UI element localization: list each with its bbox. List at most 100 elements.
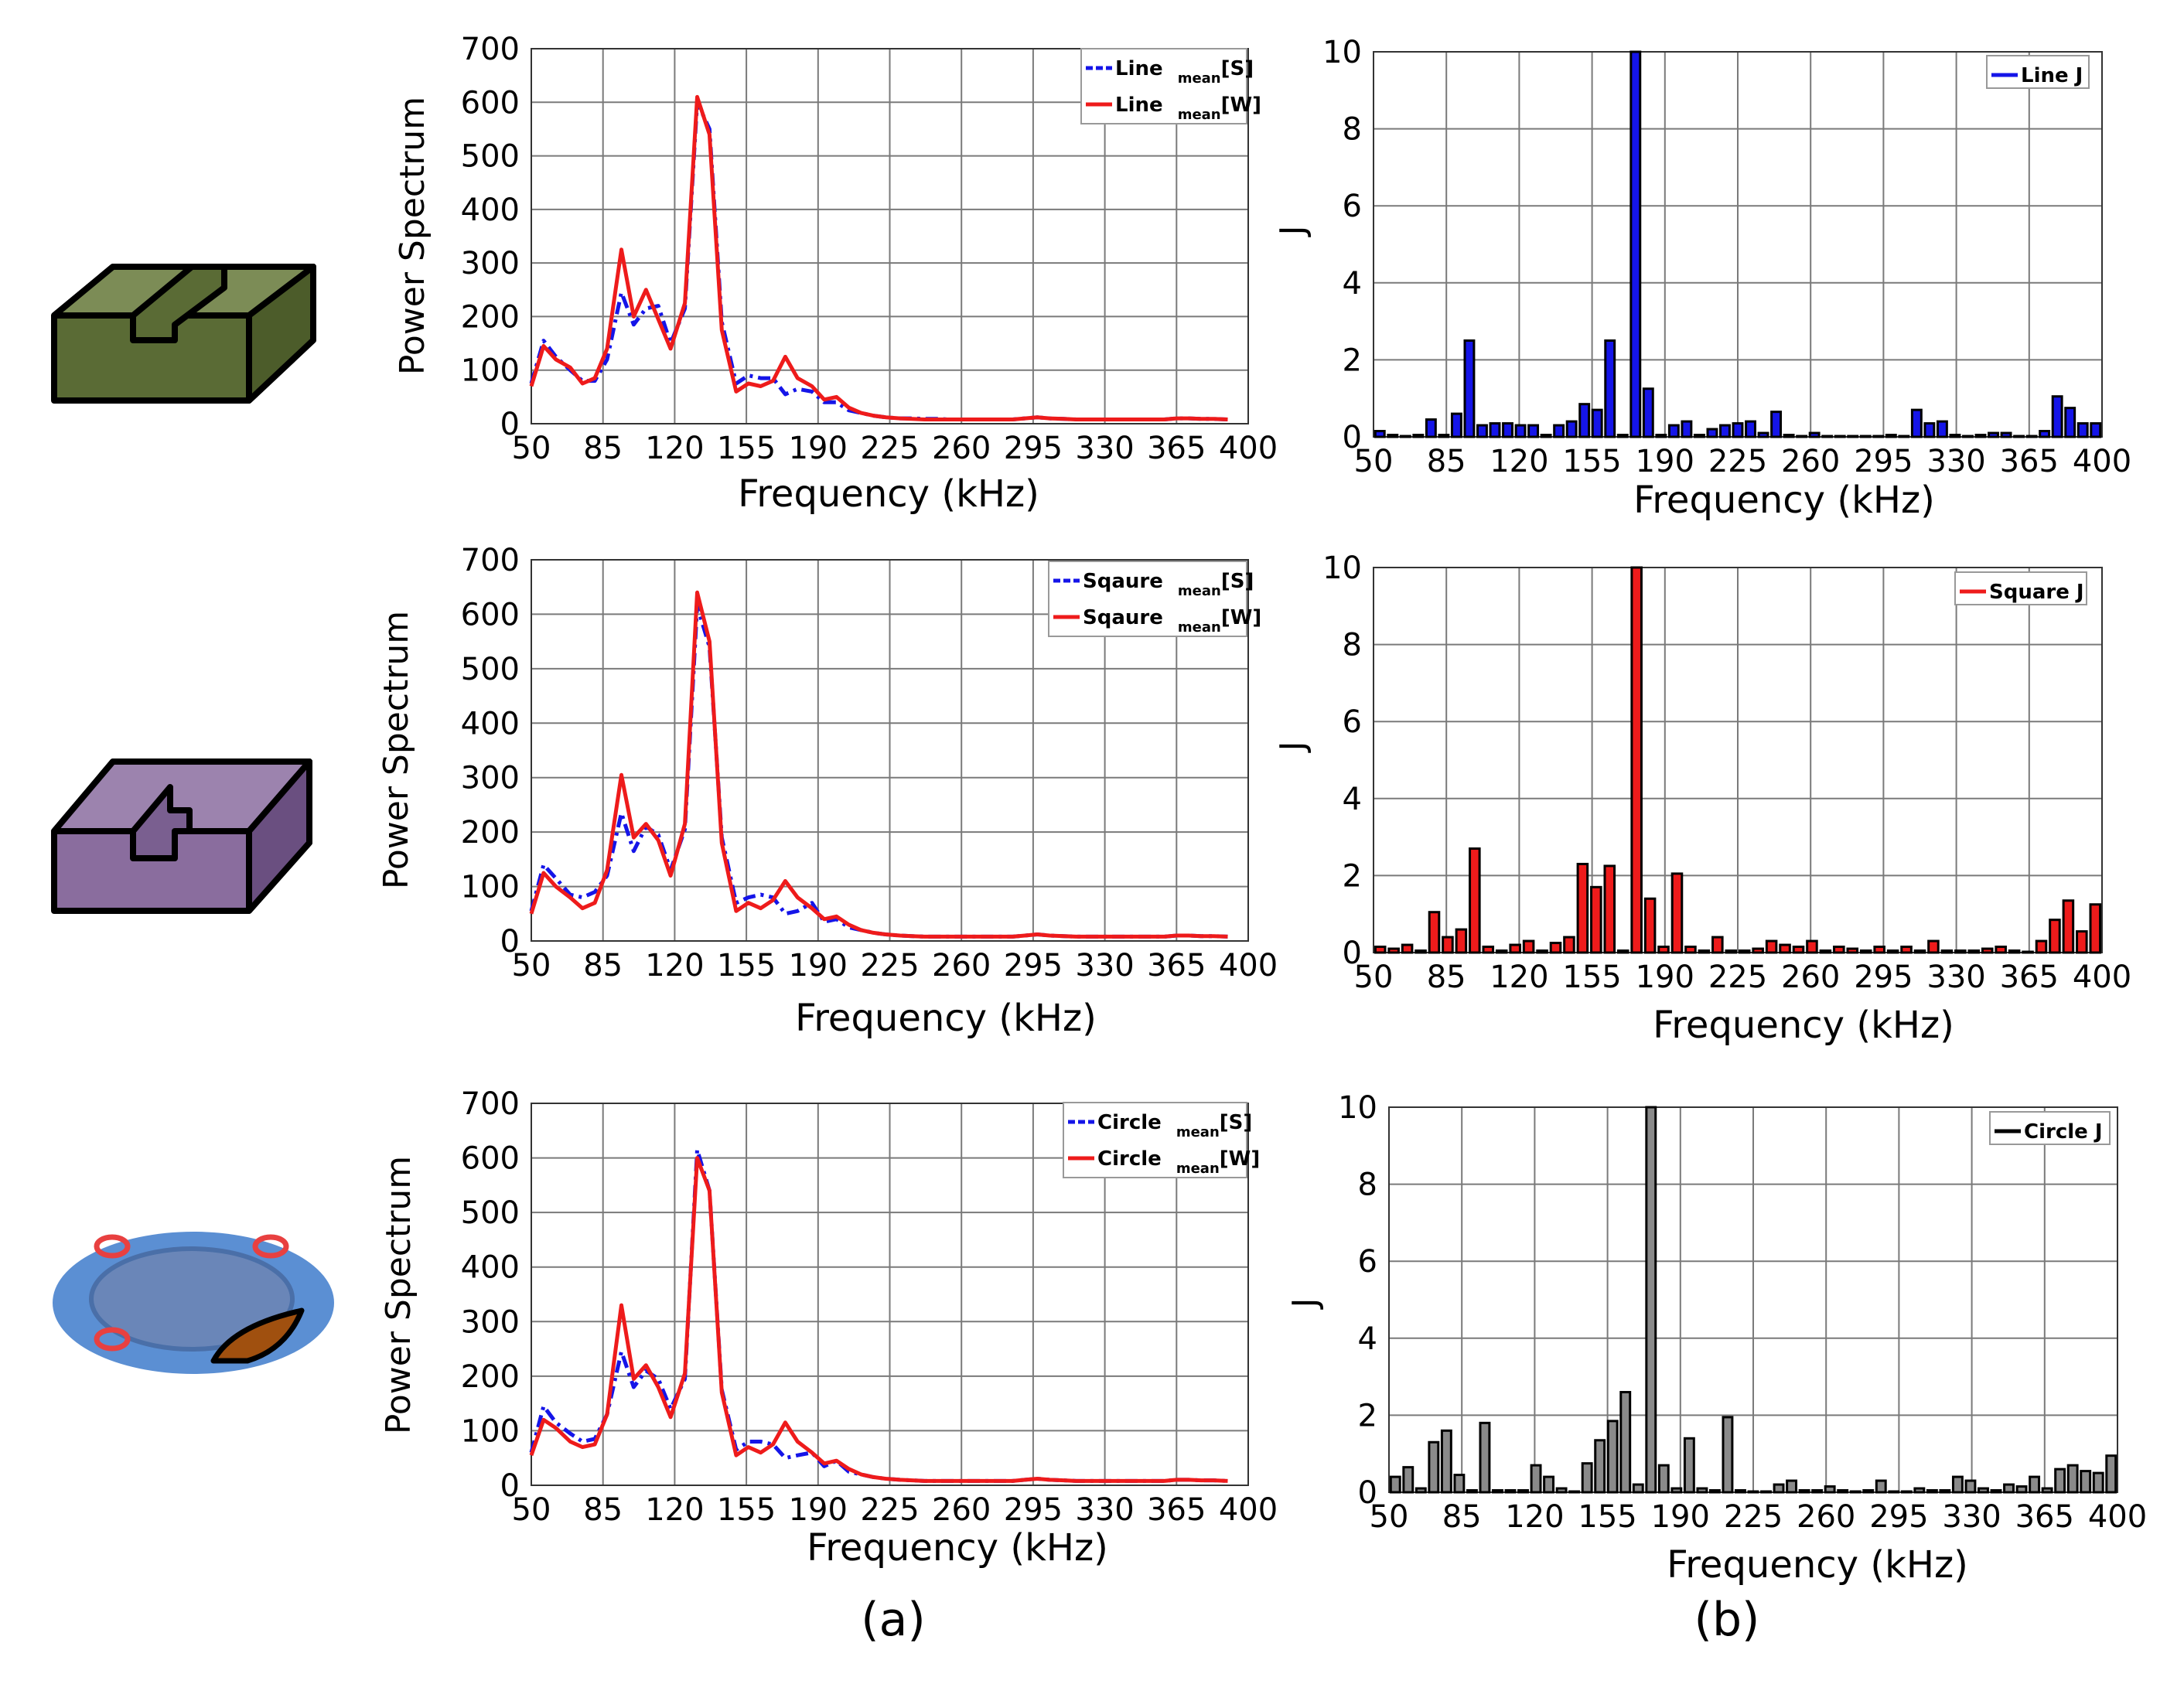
y-tick-label: 500	[461, 139, 520, 175]
y-tick-label: 2	[1343, 343, 1362, 378]
x-tick-label: 225	[860, 1492, 919, 1528]
bar	[1591, 408, 1603, 438]
bar	[1670, 1487, 1683, 1494]
bar	[1722, 1416, 1734, 1494]
x-axis-label: Frequency (kHz)	[1633, 479, 1935, 522]
bar	[1414, 949, 1427, 954]
bar	[1630, 566, 1643, 954]
x-tick-label: 50	[512, 948, 551, 983]
bar	[1642, 387, 1654, 438]
y-tick-label: 700	[461, 32, 520, 67]
y-tick-label: 400	[461, 193, 520, 228]
bar	[1821, 435, 1834, 438]
y-axis-label: J	[1285, 1298, 1325, 1311]
series-line-1	[529, 590, 1228, 939]
y-tick-label: 0	[1343, 420, 1362, 455]
x-axis-label: Frequency (kHz)	[795, 997, 1097, 1040]
legend-label: Line mean[W]	[1115, 94, 1261, 123]
x-axis-label: Frequency (kHz)	[1667, 1543, 1968, 1587]
y-tick-label: 0	[500, 407, 520, 442]
bar	[1939, 1489, 1951, 1494]
bar	[1489, 422, 1501, 438]
legend-label: Circle J	[2024, 1120, 2103, 1144]
bar	[1667, 424, 1680, 438]
bar	[1913, 949, 1926, 954]
bar	[1990, 1489, 2002, 1494]
series-line-0	[529, 100, 1228, 421]
bar	[1779, 943, 1791, 954]
x-tick-label: 365	[1147, 1492, 1206, 1528]
x-tick-label: 330	[1926, 444, 1985, 479]
x-tick-label: 295	[1004, 1492, 1063, 1528]
y-tick-label: 0	[500, 924, 520, 960]
bar	[1757, 431, 1769, 438]
x-tick-label: 190	[1651, 1499, 1710, 1535]
bar	[1389, 1475, 1401, 1494]
bar	[1387, 434, 1399, 438]
bar	[1940, 949, 1954, 954]
bar	[2090, 422, 2102, 438]
x-tick-label: 330	[1075, 431, 1134, 466]
x-tick-label: 365	[1147, 948, 1206, 983]
circle-plate-icon	[53, 1232, 334, 1374]
x-tick-label: 260	[1781, 960, 1840, 995]
bar	[1401, 943, 1414, 954]
bar	[2064, 407, 2077, 438]
x-tick-label: 120	[645, 948, 704, 983]
legend-box	[1954, 571, 2087, 605]
bar	[1581, 1462, 1593, 1494]
bar	[1837, 1489, 1849, 1494]
y-tick-label: 2	[1343, 858, 1362, 894]
x-tick-label: 295	[1854, 444, 1913, 479]
bar	[1479, 1421, 1491, 1494]
x-tick-label: 190	[789, 431, 848, 466]
bar	[1696, 1487, 1708, 1494]
bar	[1765, 939, 1778, 954]
bar	[1469, 847, 1481, 954]
legend-label: Line J	[2021, 64, 2083, 87]
x-axis-label: Frequency (kHz)	[807, 1526, 1108, 1570]
y-tick-label: 6	[1343, 704, 1362, 740]
y-tick-label: 0	[1358, 1475, 1377, 1511]
y-axis-label: J	[1273, 226, 1312, 238]
bar	[1872, 435, 1885, 438]
bar	[1578, 403, 1591, 438]
x-tick-label: 120	[1490, 444, 1548, 479]
bar	[1964, 1479, 1977, 1494]
bar	[1926, 1489, 1938, 1494]
bar	[1725, 949, 1738, 954]
y-axis-label: J	[1273, 741, 1312, 754]
legend-label: Circle mean[W]	[1097, 1147, 1260, 1177]
bar	[1747, 1490, 1759, 1494]
legend: Square J	[1954, 571, 2087, 605]
y-tick-label: 200	[461, 815, 520, 851]
bar	[1412, 434, 1425, 438]
bar	[1387, 947, 1400, 954]
y-tick-label: 8	[1343, 628, 1362, 663]
x-tick-label: 120	[645, 1492, 704, 1528]
y-tick-label: 500	[461, 652, 520, 687]
bar	[1732, 422, 1744, 438]
x-tick-label: 190	[1636, 960, 1694, 995]
bar	[1738, 949, 1751, 954]
x-axis-label: Frequency (kHz)	[738, 472, 1039, 516]
x-tick-label: 295	[1004, 948, 1063, 983]
x-tick-label: 50	[1370, 1499, 1409, 1535]
y-tick-label: 400	[461, 706, 520, 741]
bar	[1949, 434, 1961, 438]
bar	[1885, 434, 1897, 438]
x-tick-label: 120	[1505, 1499, 1564, 1535]
x-tick-label: 330	[1075, 948, 1134, 983]
bar	[1974, 434, 1987, 438]
line-j-chart: 50 85 120 155 190 225 260 295 330 365 400 0 2 4 6 8 10 Fr…	[1273, 35, 2131, 522]
bar	[1752, 947, 1764, 954]
x-tick-label: 365	[2000, 444, 2059, 479]
bar	[1847, 435, 1859, 438]
y-axis-label: Power Spectrum	[393, 97, 432, 375]
bar	[1735, 1489, 1746, 1494]
bar	[1517, 1489, 1529, 1494]
bar	[1450, 412, 1462, 438]
legend: Line mean[S] Line mean[W]	[1080, 48, 1261, 124]
y-axis-label: Power Spectrum	[379, 1156, 418, 1434]
bar	[1482, 946, 1495, 954]
